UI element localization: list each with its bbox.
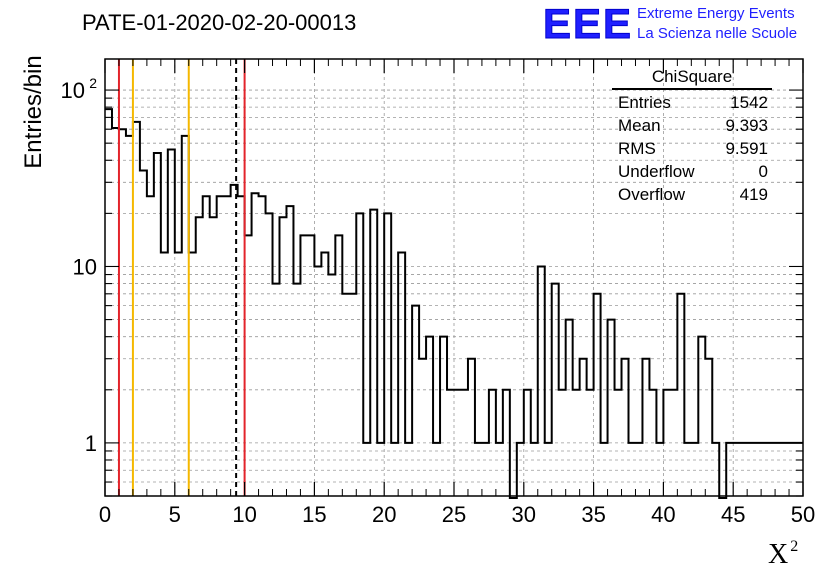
stats-row: Overflow 419 bbox=[612, 183, 772, 206]
stats-row: Entries 1542 bbox=[612, 91, 772, 114]
histogram-step-line bbox=[105, 108, 803, 499]
x-tick-label: 40 bbox=[651, 502, 675, 527]
stats-label: RMS bbox=[618, 139, 656, 158]
stats-row: Underflow 0 bbox=[612, 160, 772, 183]
x-tick-label: 0 bbox=[99, 502, 111, 527]
stats-label: Underflow bbox=[618, 162, 695, 181]
stats-value: 0 bbox=[758, 162, 768, 181]
eee-logo-line-1: Extreme Energy Events bbox=[637, 5, 795, 22]
x-tick-label: 20 bbox=[372, 502, 396, 527]
stats-row: RMS 9.591 bbox=[612, 137, 772, 160]
x-tick-label: 5 bbox=[169, 502, 181, 527]
x-axis-label-symbol: X bbox=[768, 539, 789, 570]
grid-lines bbox=[105, 59, 803, 496]
stats-value: 9.591 bbox=[725, 139, 768, 158]
x-tick-label: 25 bbox=[442, 502, 466, 527]
x-tick-label: 50 bbox=[791, 502, 815, 527]
stats-title: ChiSquare bbox=[612, 67, 772, 90]
x-tick-label: 30 bbox=[512, 502, 536, 527]
stats-value: 419 bbox=[739, 185, 768, 204]
x-axis-label-superscript: 2 bbox=[790, 538, 799, 555]
run-title: PATE-01-2020-02-20-00013 bbox=[82, 10, 357, 35]
x-tick-label: 10 bbox=[232, 502, 256, 527]
reference-lines bbox=[117, 59, 246, 496]
x-tick-label: 15 bbox=[302, 502, 326, 527]
x-axis: 0 5 10 15 20 25 30 35 40 45 50 bbox=[99, 59, 815, 527]
stats-label: Mean bbox=[618, 116, 661, 135]
stats-value: 1542 bbox=[730, 93, 768, 112]
stats-value: 9.393 bbox=[725, 116, 768, 135]
y-tick-label: 10 bbox=[61, 78, 85, 103]
y-tick-label: 1 bbox=[85, 431, 97, 456]
eee-logo-line-2: La Scienza nelle Scuole bbox=[637, 25, 798, 42]
y-tick-exponent: 2 bbox=[89, 75, 97, 91]
x-tick-label: 45 bbox=[721, 502, 745, 527]
stats-label: Overflow bbox=[618, 185, 686, 204]
stats-label: Entries bbox=[618, 93, 671, 112]
stats-row: Mean 9.393 bbox=[612, 114, 772, 137]
histogram-series bbox=[105, 108, 803, 499]
y-axis-label: Entries/bin bbox=[20, 55, 47, 169]
x-tick-label: 35 bbox=[581, 502, 605, 527]
stats-box: ChiSquare Entries 1542 Mean 9.393 RMS 9.591… bbox=[612, 67, 772, 206]
eee-logo: EEE bbox=[542, 0, 634, 47]
y-tick-label: 10 bbox=[73, 254, 97, 279]
